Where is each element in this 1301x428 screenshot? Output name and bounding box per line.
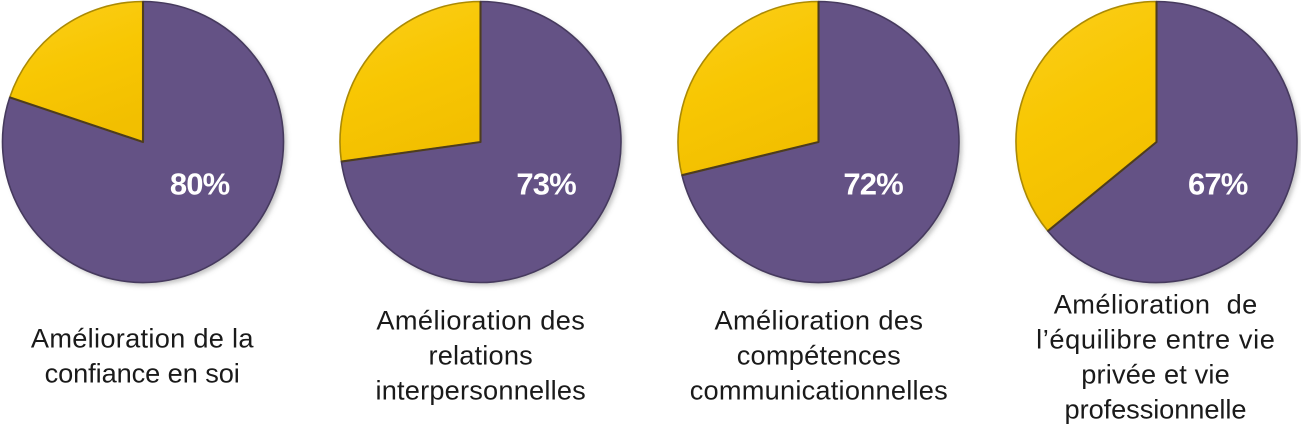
svg-text:Amélioration de: Amélioration de	[1054, 289, 1258, 320]
svg-text:80%: 80%	[170, 167, 230, 202]
svg-text:Amélioration des: Amélioration des	[376, 305, 584, 336]
svg-text:relations: relations	[428, 340, 532, 371]
svg-text:confiance en soi: confiance en soi	[45, 357, 240, 388]
svg-text:professionnelle: professionnelle	[1065, 394, 1247, 425]
svg-text:72%: 72%	[843, 167, 903, 202]
svg-text:compétences: compétences	[737, 340, 901, 371]
svg-text:Amélioration des: Amélioration des	[714, 305, 923, 336]
svg-text:interpersonnelles: interpersonnelles	[375, 375, 585, 406]
svg-text:privée et vie: privée et vie	[1081, 359, 1230, 390]
svg-text:67%: 67%	[1188, 167, 1248, 202]
svg-text:communicationnelles: communicationnelles	[690, 375, 948, 406]
svg-text:Amélioration de la: Amélioration de la	[31, 322, 254, 353]
svg-text:l’équilibre entre vie: l’équilibre entre vie	[1036, 324, 1275, 355]
svg-text:73%: 73%	[516, 167, 576, 202]
